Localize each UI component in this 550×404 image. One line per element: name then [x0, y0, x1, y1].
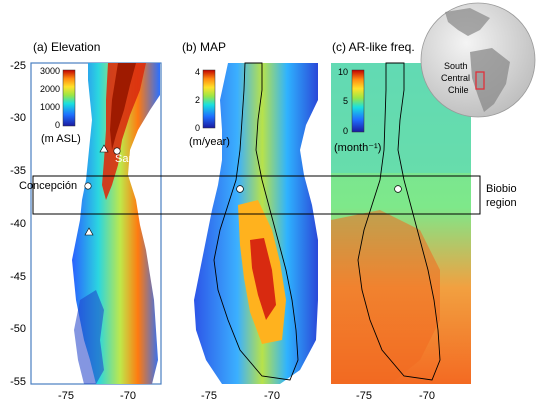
elevation-patagonia-fjords — [74, 290, 104, 384]
x-tick-label: -75 — [58, 390, 74, 402]
biobio-label-line2: region — [486, 197, 517, 209]
inset-highlight-box — [475, 71, 485, 90]
ar-chile-outline — [357, 62, 441, 381]
elevation-cbar-tick: 1000 — [40, 102, 60, 112]
map-colorbar — [202, 69, 216, 129]
biobio-region-box — [32, 175, 481, 215]
map-chile-outline — [213, 62, 299, 381]
volcano-marker-south — [84, 227, 94, 236]
map-cbar-tick: 4 — [195, 67, 200, 77]
elevation-cbar-tick: 2000 — [40, 84, 60, 94]
ar-cbar-tick: 5 — [343, 96, 348, 106]
ar-cbar-tick: 10 — [338, 67, 348, 77]
y-tick-label: -30 — [10, 112, 26, 124]
x-axis: -75 -70 -75 -70 -75 -70 — [58, 390, 435, 402]
x-tick-label: -70 — [264, 390, 280, 402]
y-tick-label: -40 — [10, 218, 26, 230]
globe-inset: South Central Chile — [420, 2, 536, 118]
ar-colorbar — [351, 69, 365, 133]
globe-north-america — [445, 8, 490, 36]
elevation-cbar-tick: 3000 — [40, 66, 60, 76]
y-tick-label: -55 — [10, 376, 26, 388]
ar-concepcion-marker — [394, 185, 402, 193]
concepcion-label: Concepción — [19, 180, 77, 192]
panel-map: 4 2 0 (m/year) (b) MAP — [181, 40, 319, 384]
inset-label: Chile — [448, 85, 469, 95]
panel-elevation: Santiago Concepción 3000 2000 1000 0 (m … — [19, 40, 162, 385]
y-tick-label: -35 — [10, 165, 26, 177]
y-tick-label: -25 — [10, 60, 26, 72]
ar-title: (c) AR-like freq. — [332, 40, 415, 54]
elevation-unit: (m ASL) — [41, 133, 81, 145]
y-axis: -25 -30 -35 -40 -45 -50 -55 — [10, 60, 26, 388]
map-cbar-tick: 0 — [195, 123, 200, 133]
ar-high-freq-band — [331, 210, 440, 384]
map-very-wet-band — [250, 238, 276, 320]
elevation-highlands — [110, 63, 136, 150]
volcano-marker-north — [99, 144, 109, 153]
x-tick-label: -75 — [356, 390, 372, 402]
biobio-label-line1: Biobio — [486, 183, 517, 195]
y-tick-label: -50 — [10, 323, 26, 335]
map-unit: (m/year) — [189, 136, 230, 148]
santiago-label: Santiago — [115, 153, 158, 165]
elevation-cbar-tick: 0 — [55, 120, 60, 130]
map-cbar-tick: 2 — [195, 95, 200, 105]
map-concepcion-marker — [236, 185, 244, 193]
ar-cbar-tick: 0 — [343, 126, 348, 136]
map-title: (b) MAP — [182, 40, 226, 54]
y-tick-label: -45 — [10, 271, 26, 283]
elevation-colorbar — [62, 69, 76, 127]
globe-south-america — [470, 48, 510, 112]
x-tick-label: -75 — [201, 390, 217, 402]
inset-label: South — [444, 61, 468, 71]
elevation-title: (a) Elevation — [33, 40, 100, 54]
x-tick-label: -70 — [120, 390, 136, 402]
x-tick-label: -70 — [419, 390, 435, 402]
inset-label: Central — [441, 73, 470, 83]
concepcion-marker — [84, 182, 92, 190]
ar-unit: (month⁻¹) — [334, 142, 381, 154]
santiago-marker — [113, 147, 121, 155]
